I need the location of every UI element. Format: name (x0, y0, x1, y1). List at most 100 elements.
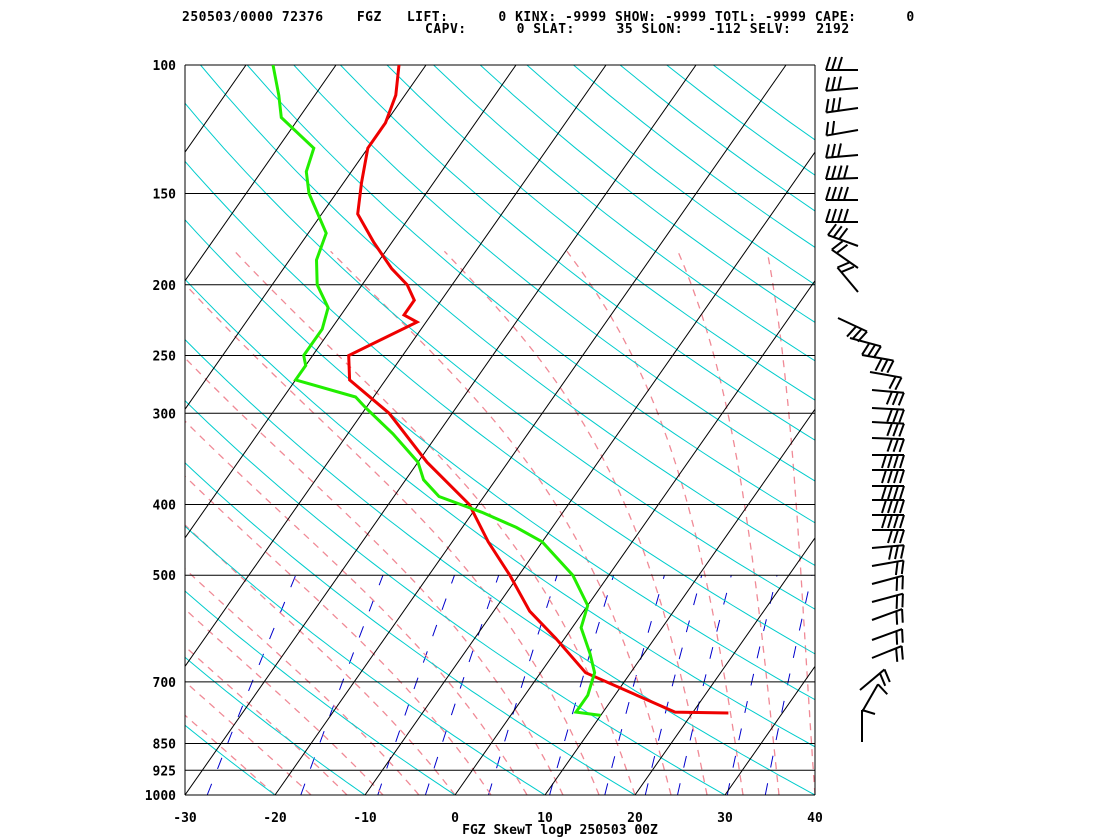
moist-adiabats (185, 250, 815, 795)
pressure-tick-label: 925 (153, 764, 176, 779)
isotherm (0, 65, 156, 795)
isotherm (185, 65, 247, 154)
pressure-tick-label: 150 (153, 188, 177, 203)
wind-barb (871, 574, 904, 591)
wind-barb (871, 407, 905, 423)
wind-barb (836, 261, 859, 293)
pressure-tick-label: 250 (153, 349, 177, 364)
wind-barbs (825, 56, 905, 742)
wind-barb (825, 97, 859, 114)
dry-adiabat (185, 724, 276, 795)
isobars (184, 64, 816, 796)
wind-barb (872, 454, 905, 469)
temperature-tick-label: 20 (627, 811, 643, 826)
moist-adiabat (185, 645, 348, 795)
mixing-ratio-line (604, 575, 665, 795)
isotherm (454, 279, 815, 795)
wind-barb (861, 354, 895, 374)
dry-adiabat (185, 278, 815, 748)
mixing-ratio-line (677, 575, 732, 795)
mixing-ratio-line (644, 575, 703, 795)
isotherm (364, 151, 815, 795)
temperature-tick-label: -10 (353, 811, 377, 826)
isotherm (185, 65, 337, 282)
wind-barb (831, 240, 859, 269)
wind-barb (827, 223, 859, 247)
pressure-tick-label: 700 (153, 676, 177, 691)
wind-barb (872, 469, 905, 484)
moist-adiabat (185, 714, 276, 795)
wind-barb (871, 389, 905, 406)
wind-barb (825, 120, 859, 137)
isotherm (634, 536, 815, 795)
dry-adiabat (293, 65, 815, 482)
mixing-ratio-line (726, 575, 778, 795)
isotherm (274, 65, 787, 795)
isotherm (724, 665, 815, 795)
wind-barb (871, 559, 905, 576)
moist-adiabat (677, 251, 780, 795)
wind-barb (825, 186, 858, 201)
dry-adiabat (386, 65, 815, 401)
moist-adiabat (766, 251, 815, 795)
wind-barb (869, 371, 903, 391)
isotherm (185, 65, 517, 539)
dry-adiabat (712, 65, 815, 141)
moist-adiabat (566, 250, 744, 795)
mixing-ratio-line (206, 575, 297, 795)
pressure-tick-label: 400 (153, 499, 177, 514)
pressure-tick-label: 500 (153, 569, 177, 584)
plot-frame (185, 65, 815, 795)
temperature-tick-label: -20 (263, 811, 287, 826)
wind-barb (849, 337, 882, 359)
moist-adiabat (185, 475, 492, 795)
wind-barb (861, 709, 876, 742)
temperature-tick-label: 30 (717, 811, 733, 826)
mixing-ratio-line (300, 575, 384, 795)
moist-adiabat (234, 250, 636, 795)
mixing-ratio-line (424, 575, 500, 795)
header-line-2: CAPV: 0 SLAT: 35 SLON: -112 SELV: 2192 (425, 22, 850, 37)
dry-adiabat (619, 65, 815, 212)
wind-barb (859, 668, 891, 691)
moist-adiabat (185, 680, 312, 795)
dry-adiabat (185, 338, 815, 795)
wind-barb (825, 208, 858, 223)
wind-barb (825, 165, 859, 181)
temperature-tick-label: -30 (173, 811, 197, 826)
wind-barb (825, 56, 858, 71)
wind-barb (871, 592, 904, 609)
wind-barb (871, 628, 904, 645)
moist-adiabat (185, 420, 528, 795)
mixing-ratio-line (764, 575, 813, 795)
moist-adiabat (185, 283, 600, 795)
isotherm (544, 408, 815, 795)
pressure-tick-label: 1000 (145, 789, 176, 804)
footer-title: FGZ SkewT logP 250503 00Z (462, 823, 658, 838)
dry-adiabat (433, 65, 815, 362)
isotherm (185, 65, 427, 411)
dry-adiabat (340, 65, 815, 441)
moist-adiabat (185, 608, 384, 795)
wind-barb (872, 514, 905, 529)
pressure-tick-label: 100 (153, 59, 177, 74)
isotherm (185, 65, 607, 668)
pressure-tick-label: 200 (153, 279, 177, 294)
isotherms (0, 65, 815, 795)
pressure-tick-label: 300 (153, 407, 177, 422)
wind-barb (871, 421, 905, 437)
dry-adiabat (185, 160, 815, 655)
wind-barb (872, 529, 905, 544)
dewpoint-profile (271, 65, 601, 717)
temperature-profile (347, 65, 729, 715)
wind-barb (871, 608, 904, 625)
dry-adiabat (246, 65, 815, 524)
dry-adiabat (185, 656, 366, 795)
wind-barb (871, 437, 905, 453)
moist-adiabat (443, 250, 708, 795)
moist-adiabat (330, 250, 672, 795)
temperature-tick-label: 0 (451, 811, 459, 826)
header-line-1: 250503/0000 72376 FGZ LIFT: 0 KINX: -999… (182, 10, 915, 25)
